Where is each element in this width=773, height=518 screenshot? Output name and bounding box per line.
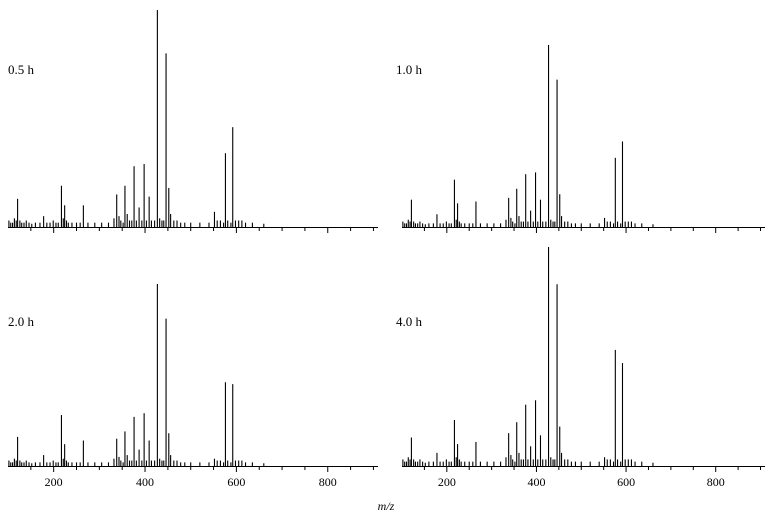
spectrum-panel-2: 1.0 h xyxy=(396,45,765,233)
panel-time-label: 0.5 h xyxy=(8,62,35,77)
x-tick-label: 600 xyxy=(617,475,635,489)
spectrum-panel-1: 0.5 h xyxy=(8,10,378,233)
x-tick-label: 200 xyxy=(438,475,456,489)
x-tick-label: 200 xyxy=(45,475,63,489)
spectra-panels: 0.5 h 1.0 h 200 400 600 800 2.0 h 200 400 600 800 4… xyxy=(8,10,765,489)
x-tick-label: 400 xyxy=(527,475,545,489)
x-tick-label: 600 xyxy=(227,475,245,489)
panel-time-label: 1.0 h xyxy=(396,62,423,77)
x-axis-label: m/z xyxy=(378,499,395,513)
spectrum-panel-4: 200 400 600 800 4.0 h xyxy=(396,247,765,489)
x-tick-label: 800 xyxy=(707,475,725,489)
x-tick-label: 400 xyxy=(136,475,154,489)
panel-time-label: 4.0 h xyxy=(396,314,423,329)
panel-time-label: 2.0 h xyxy=(8,314,35,329)
x-tick-label: 800 xyxy=(319,475,337,489)
spectrum-panel-3: 200 400 600 800 2.0 h xyxy=(8,284,378,489)
